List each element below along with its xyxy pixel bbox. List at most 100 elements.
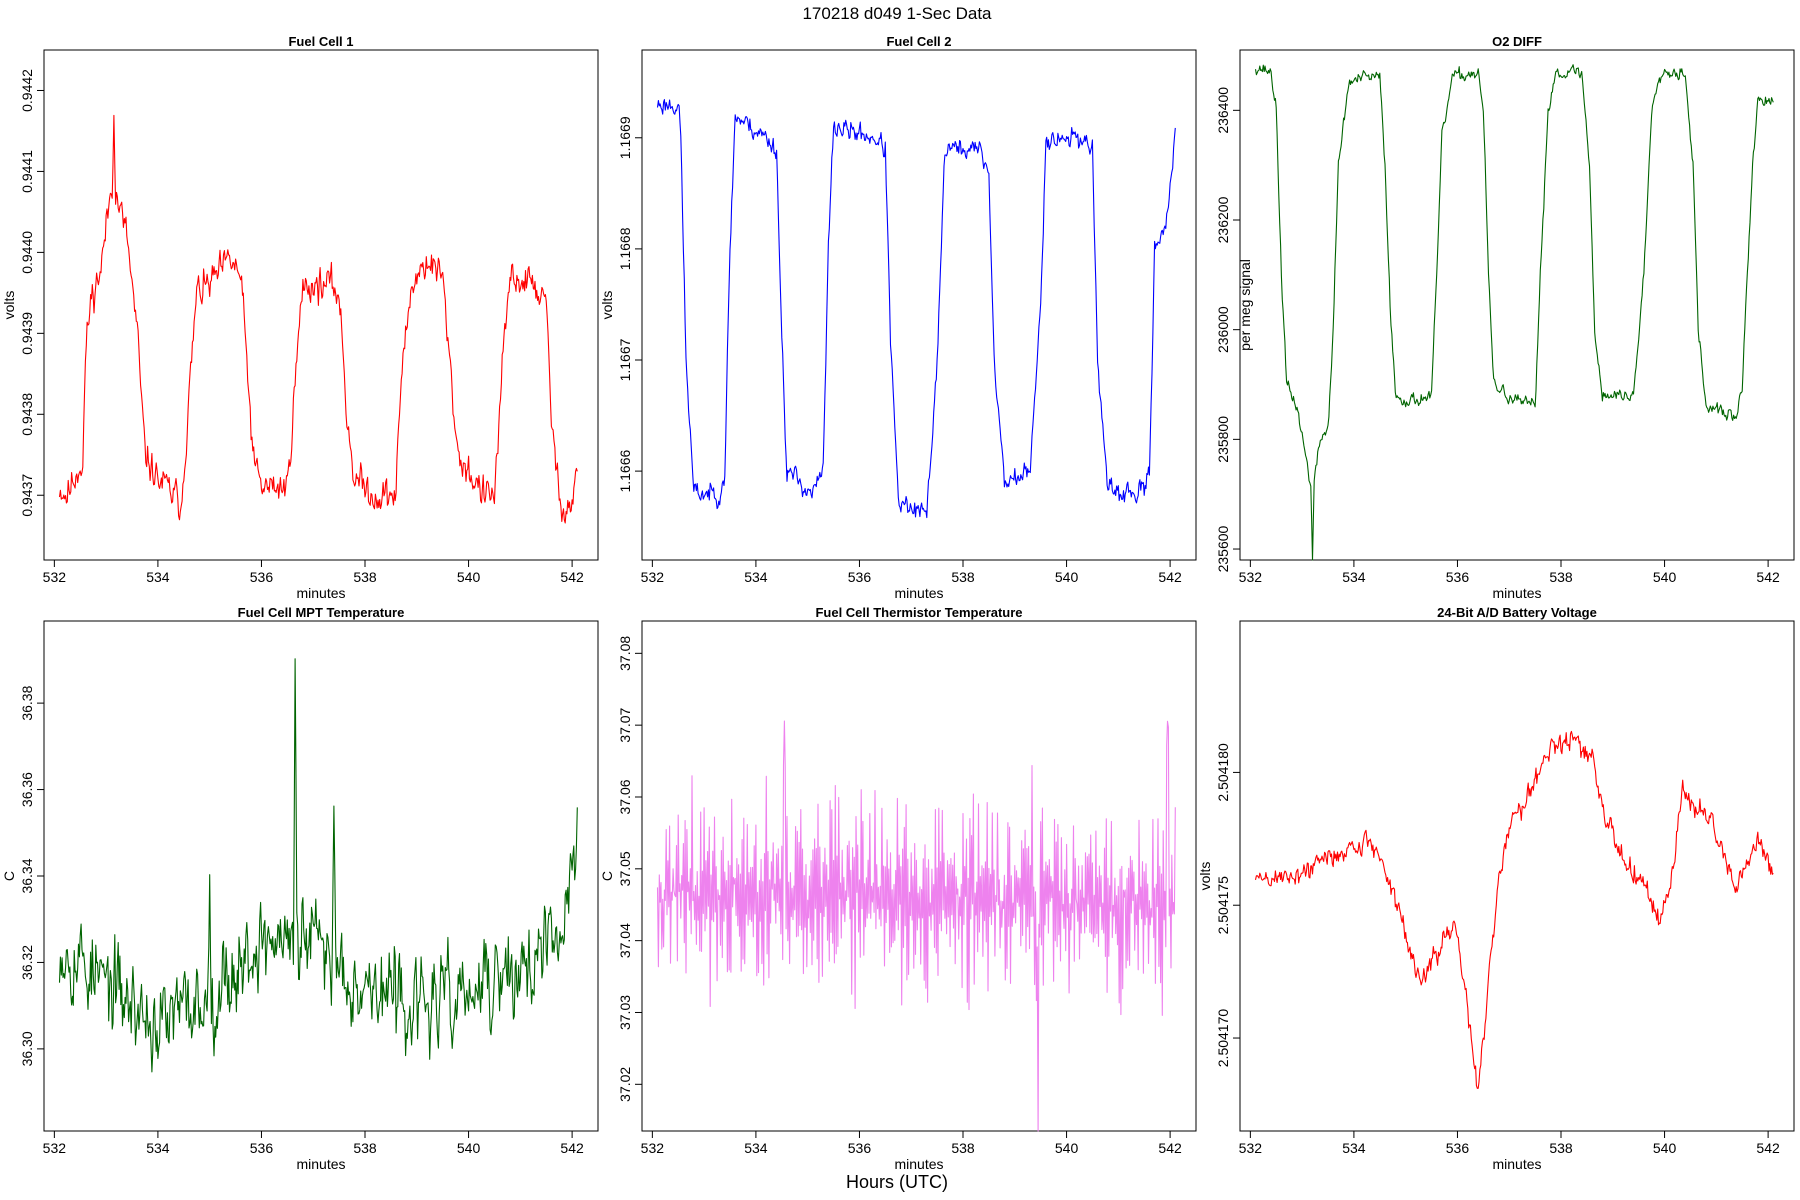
series-line: [1254, 730, 1774, 1089]
x-tick-label: 532: [641, 569, 665, 585]
x-tick-label: 534: [1342, 569, 1366, 585]
x-tick-label: 534: [1342, 1140, 1366, 1156]
y-axis-label: volts: [1197, 862, 1213, 891]
x-tick-label: 536: [848, 1140, 872, 1156]
y-tick-label: 37.04: [617, 923, 633, 958]
y-tick-label: 36.38: [19, 685, 35, 720]
y-tick-label: 37.07: [617, 707, 633, 742]
x-tick-label: 540: [1653, 1140, 1677, 1156]
x-tick-label: 540: [457, 1140, 481, 1156]
series-line: [656, 720, 1176, 1132]
y-axis-label: volts: [599, 291, 615, 320]
y-tick-label: 0.9442: [19, 69, 35, 112]
y-tick-label: 37.03: [617, 995, 633, 1030]
y-tick-label: 236200: [1215, 196, 1231, 243]
plot-frame: [1239, 49, 1795, 561]
x-tick-label: 534: [744, 1140, 768, 1156]
plot-frame: [1239, 620, 1795, 1132]
x-tick-label: 532: [1239, 1140, 1263, 1156]
y-tick-label: 37.06: [617, 779, 633, 814]
y-tick-label: 0.9441: [19, 150, 35, 193]
x-tick-label: 536: [250, 1140, 274, 1156]
y-axis-label: C: [1, 871, 17, 881]
y-tick-label: 236000: [1215, 306, 1231, 353]
series-line: [58, 658, 578, 1073]
x-tick-label: 540: [457, 569, 481, 585]
panel-6: 24-Bit A/D Battery Voltage 532 534 536 538 54…: [1197, 605, 1795, 1172]
x-axis-label: minutes: [296, 1156, 345, 1172]
x-tick-label: 538: [1549, 569, 1573, 585]
x-tick-label: 534: [744, 569, 768, 585]
panel-2: Fuel Cell 2 532 534 536 538 540 542 minutes 1.16…: [599, 34, 1197, 601]
x-tick-label: 532: [1239, 569, 1263, 585]
panel-title: Fuel Cell Thermistor Temperature: [815, 605, 1022, 620]
x-tick-label: 538: [951, 1140, 975, 1156]
panel-3: O2 DIFF 532 534 536 538 540 542 minutes 235600 23…: [1215, 34, 1795, 601]
y-tick-label: 36.32: [19, 945, 35, 980]
x-tick-label: 538: [951, 569, 975, 585]
x-tick-label: 534: [146, 1140, 170, 1156]
y-tick-label: 36.34: [19, 858, 35, 893]
y-tick-label: 0.9438: [19, 393, 35, 436]
x-tick-label: 542: [560, 569, 584, 585]
x-tick-label: 534: [146, 569, 170, 585]
x-tick-label: 538: [353, 1140, 377, 1156]
y-tick-label: 37.02: [617, 1067, 633, 1102]
panel-4: Fuel Cell MPT Temperature 532 534 536 538 540…: [1, 605, 599, 1172]
x-tick-label: 542: [1756, 569, 1780, 585]
x-tick-label: 532: [43, 1140, 67, 1156]
x-axis-label: minutes: [296, 585, 345, 601]
series-line: [58, 114, 578, 524]
chart-panels: Fuel Cell 1 532 534 536 538 540 542 minutes 0.94…: [1, 34, 1795, 1172]
x-tick-label: 540: [1653, 569, 1677, 585]
panel-5: Fuel Cell Thermistor Temperature 532 534 53…: [599, 605, 1197, 1172]
y-axis-label: volts: [1, 291, 17, 320]
x-tick-label: 540: [1055, 569, 1079, 585]
plot-frame: [641, 49, 1197, 561]
y-tick-label: 37.05: [617, 851, 633, 886]
y-tick-label: 1.1666: [617, 449, 633, 492]
x-axis-label: minutes: [894, 1156, 943, 1172]
x-tick-label: 536: [1446, 1140, 1470, 1156]
panel-title: Fuel Cell 1: [288, 34, 353, 49]
plot-frame: [43, 49, 599, 561]
y-tick-label: 2.504180: [1215, 743, 1231, 802]
series-line: [656, 99, 1176, 519]
y-tick-label: 1.1668: [617, 227, 633, 270]
y-tick-label: 36.36: [19, 772, 35, 807]
series-line: [1254, 64, 1774, 561]
y-tick-label: 1.1667: [617, 338, 633, 381]
figure-suptitle: 170218 d049 1-Sec Data: [802, 4, 992, 23]
x-tick-label: 542: [1158, 569, 1182, 585]
y-axis-label: C: [599, 871, 615, 881]
y-tick-label: 2.504175: [1215, 876, 1231, 935]
panel-title: 24-Bit A/D Battery Voltage: [1437, 605, 1597, 620]
y-tick-label: 235800: [1215, 416, 1231, 463]
y-axis-label: per meg signal: [1237, 259, 1253, 351]
x-axis-label: minutes: [1492, 1156, 1541, 1172]
panel-title: O2 DIFF: [1492, 34, 1542, 49]
y-tick-label: 2.504170: [1215, 1009, 1231, 1068]
x-tick-label: 542: [1158, 1140, 1182, 1156]
panel-title: Fuel Cell 2: [886, 34, 951, 49]
y-tick-label: 235600: [1215, 525, 1231, 572]
x-tick-label: 538: [1549, 1140, 1573, 1156]
x-tick-label: 542: [1756, 1140, 1780, 1156]
panel-title: Fuel Cell MPT Temperature: [238, 605, 405, 620]
x-axis-label: minutes: [1492, 585, 1541, 601]
figure-shared-xlabel: Hours (UTC): [846, 1172, 948, 1192]
y-tick-label: 236400: [1215, 87, 1231, 134]
x-tick-label: 542: [560, 1140, 584, 1156]
y-tick-label: 36.30: [19, 1031, 35, 1066]
y-tick-label: 0.9440: [19, 231, 35, 274]
x-tick-label: 536: [250, 569, 274, 585]
x-tick-label: 532: [641, 1140, 665, 1156]
y-tick-label: 0.9437: [19, 474, 35, 517]
x-tick-label: 536: [1446, 569, 1470, 585]
plot-frame: [641, 620, 1197, 1132]
panel-1: Fuel Cell 1 532 534 536 538 540 542 minutes 0.94…: [1, 34, 599, 601]
y-tick-label: 37.08: [617, 636, 633, 671]
y-tick-label: 0.9439: [19, 312, 35, 355]
